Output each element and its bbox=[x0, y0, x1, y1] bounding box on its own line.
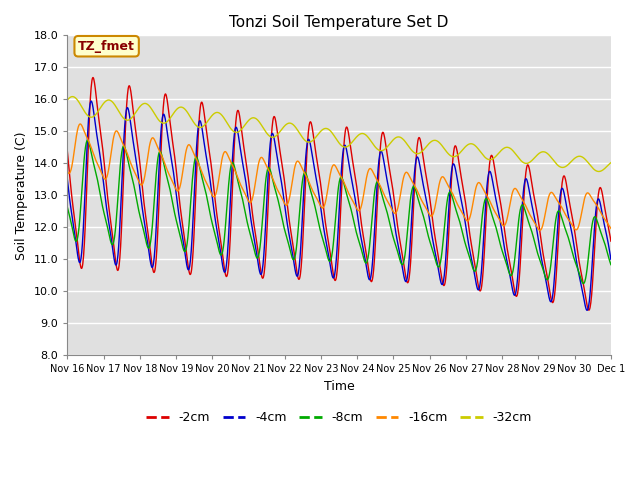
-2cm bbox=[495, 190, 502, 195]
-16cm bbox=[495, 215, 502, 221]
-4cm bbox=[583, 308, 591, 313]
-16cm bbox=[246, 199, 253, 205]
-8cm bbox=[185, 227, 193, 232]
-2cm bbox=[585, 307, 593, 313]
-4cm bbox=[543, 282, 550, 288]
Line: -2cm: -2cm bbox=[67, 78, 611, 310]
-32cm bbox=[595, 168, 603, 174]
-4cm bbox=[87, 98, 95, 104]
-16cm bbox=[424, 208, 431, 214]
-16cm bbox=[543, 201, 551, 207]
-8cm bbox=[607, 262, 614, 267]
-16cm bbox=[185, 142, 193, 148]
-32cm bbox=[172, 108, 179, 114]
-32cm bbox=[185, 111, 193, 117]
Line: -16cm: -16cm bbox=[67, 124, 611, 230]
-4cm bbox=[607, 256, 614, 262]
Line: -32cm: -32cm bbox=[67, 96, 611, 171]
Y-axis label: Soil Temperature (C): Soil Temperature (C) bbox=[15, 131, 28, 260]
-8cm bbox=[83, 138, 91, 144]
-8cm bbox=[63, 204, 71, 210]
-16cm bbox=[76, 121, 84, 127]
Legend: -2cm, -4cm, -8cm, -16cm, -32cm: -2cm, -4cm, -8cm, -16cm, -32cm bbox=[141, 406, 537, 429]
-2cm bbox=[607, 238, 614, 244]
-4cm bbox=[246, 205, 253, 211]
-4cm bbox=[63, 176, 71, 182]
-32cm bbox=[495, 150, 502, 156]
-8cm bbox=[246, 228, 253, 234]
-4cm bbox=[185, 267, 193, 273]
-2cm bbox=[543, 270, 550, 276]
-8cm bbox=[579, 281, 587, 287]
-16cm bbox=[172, 185, 179, 191]
-2cm bbox=[89, 75, 97, 81]
-16cm bbox=[63, 169, 71, 175]
-32cm bbox=[246, 117, 253, 122]
-8cm bbox=[543, 276, 550, 282]
-32cm bbox=[424, 142, 431, 148]
Line: -8cm: -8cm bbox=[67, 141, 611, 284]
-32cm bbox=[543, 150, 550, 156]
-32cm bbox=[68, 94, 76, 99]
Text: TZ_fmet: TZ_fmet bbox=[78, 40, 135, 53]
-8cm bbox=[172, 214, 179, 219]
-4cm bbox=[424, 205, 431, 211]
X-axis label: Time: Time bbox=[324, 380, 355, 393]
-2cm bbox=[246, 184, 253, 190]
-2cm bbox=[172, 159, 179, 165]
-16cm bbox=[536, 228, 544, 233]
-16cm bbox=[607, 226, 614, 231]
-8cm bbox=[424, 231, 431, 237]
Line: -4cm: -4cm bbox=[67, 101, 611, 311]
-32cm bbox=[607, 160, 614, 166]
-8cm bbox=[495, 235, 502, 241]
Title: Tonzi Soil Temperature Set D: Tonzi Soil Temperature Set D bbox=[229, 15, 449, 30]
-4cm bbox=[172, 184, 179, 190]
-4cm bbox=[495, 210, 502, 216]
-2cm bbox=[424, 181, 431, 187]
-32cm bbox=[63, 97, 71, 103]
-2cm bbox=[185, 266, 193, 272]
-2cm bbox=[63, 148, 71, 154]
